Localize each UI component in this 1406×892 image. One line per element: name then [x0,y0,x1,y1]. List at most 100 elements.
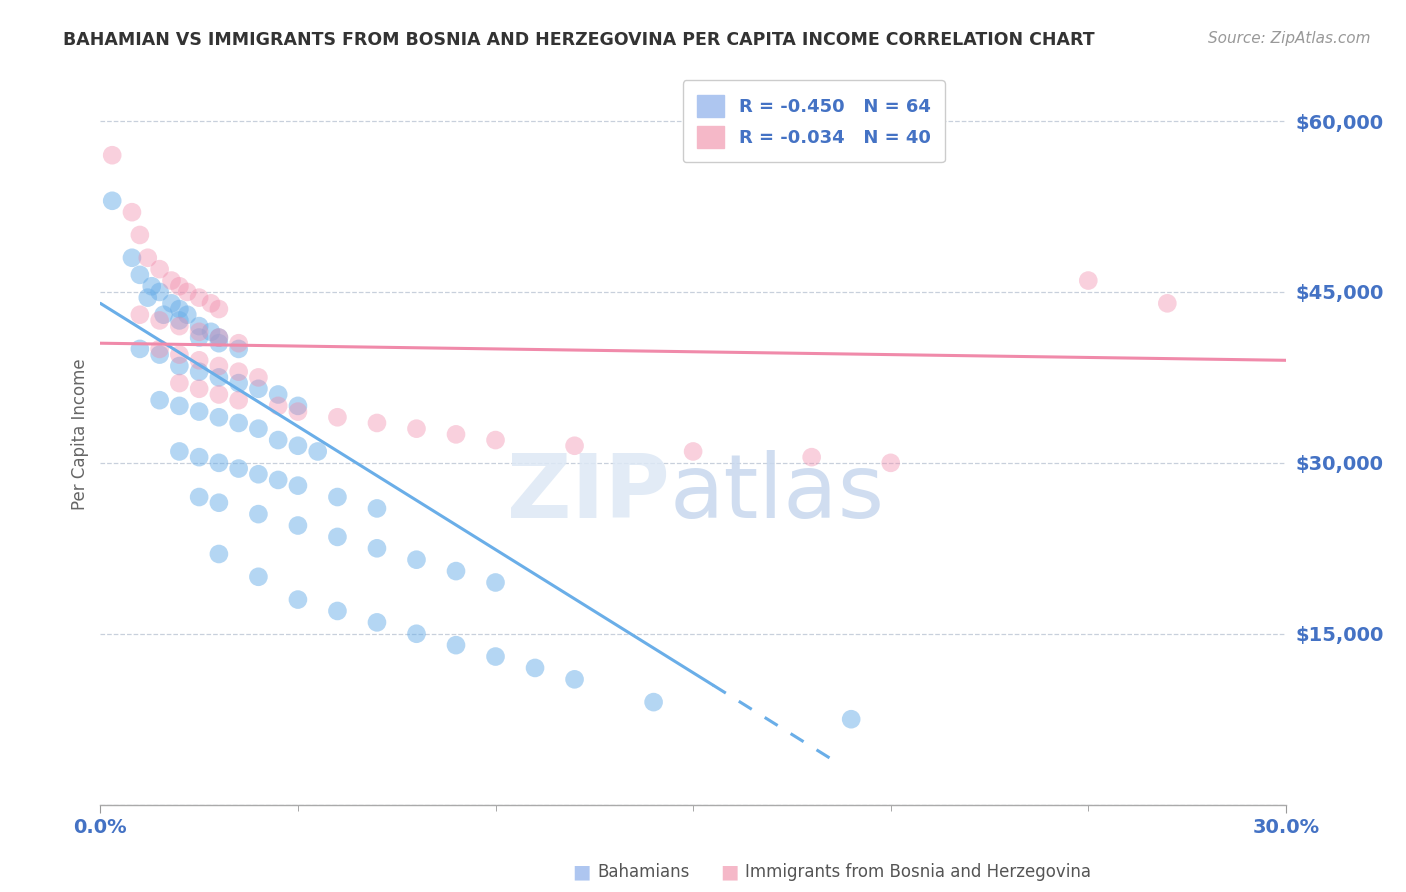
Point [200,296,222,310]
Text: Immigrants from Bosnia and Herzegovina: Immigrants from Bosnia and Herzegovina [745,863,1091,881]
Point [247,507,270,521]
Point [208,330,231,344]
Point [169,313,191,327]
Point [160,274,183,288]
Point [247,370,270,384]
Point [1077,274,1099,288]
Point [444,564,467,578]
Point [405,422,427,436]
Point [287,439,309,453]
Point [208,301,231,316]
Point [188,404,211,418]
Point [188,325,211,339]
Point [366,501,388,516]
Point [287,592,309,607]
Point [101,194,124,208]
Point [228,461,250,475]
Point [176,285,198,299]
Point [149,393,172,408]
Point [326,410,349,425]
Point [128,227,150,242]
Point [169,444,191,458]
Point [149,348,172,362]
Point [366,615,388,630]
Point [267,473,290,487]
Point [287,478,309,492]
Point [200,325,222,339]
Point [169,376,191,390]
Point [1156,296,1178,310]
Point [287,404,309,418]
Point [188,353,211,368]
Text: ■: ■ [720,863,738,882]
Point [326,530,349,544]
Point [267,433,290,447]
Point [136,291,159,305]
Point [326,490,349,504]
Point [247,422,270,436]
Point [366,541,388,556]
Point [208,330,231,344]
Point [208,359,231,373]
Point [101,148,124,162]
Point [405,552,427,566]
Text: ZIP: ZIP [506,450,669,537]
Point [247,570,270,584]
Point [564,439,586,453]
Text: BAHAMIAN VS IMMIGRANTS FROM BOSNIA AND HERZEGOVINA PER CAPITA INCOME CORRELATION: BAHAMIAN VS IMMIGRANTS FROM BOSNIA AND H… [63,31,1095,49]
Point [128,268,150,282]
Text: ■: ■ [572,863,591,882]
Point [366,416,388,430]
Text: Source: ZipAtlas.com: Source: ZipAtlas.com [1208,31,1371,46]
Point [267,387,290,401]
Point [169,359,191,373]
Point [484,649,506,664]
Point [208,456,231,470]
Point [188,450,211,465]
Point [149,313,172,327]
Point [208,547,231,561]
Point [188,490,211,504]
Point [247,382,270,396]
Point [136,251,159,265]
Point [141,279,163,293]
Point [169,399,191,413]
Point [149,262,172,277]
Point [524,661,547,675]
Text: atlas: atlas [669,450,884,537]
Point [176,308,198,322]
Point [188,382,211,396]
Point [121,205,143,219]
Point [152,308,174,322]
Point [160,296,183,310]
Point [267,399,290,413]
Point [208,336,231,351]
Point [247,467,270,482]
Point [564,673,586,687]
Point [307,444,329,458]
Point [169,301,191,316]
Point [643,695,665,709]
Legend: R = -0.450   N = 64, R = -0.034   N = 40: R = -0.450 N = 64, R = -0.034 N = 40 [682,80,945,162]
Point [879,456,901,470]
Text: Bahamians: Bahamians [598,863,690,881]
Point [287,399,309,413]
Point [484,433,506,447]
Point [484,575,506,590]
Point [228,393,250,408]
Point [682,444,704,458]
Point [169,348,191,362]
Point [326,604,349,618]
Point [208,496,231,510]
Point [208,410,231,425]
Point [800,450,823,465]
Point [228,342,250,356]
Point [188,365,211,379]
Point [287,518,309,533]
Point [228,416,250,430]
Point [405,626,427,640]
Point [121,251,143,265]
Point [839,712,862,726]
Point [188,291,211,305]
Point [228,376,250,390]
